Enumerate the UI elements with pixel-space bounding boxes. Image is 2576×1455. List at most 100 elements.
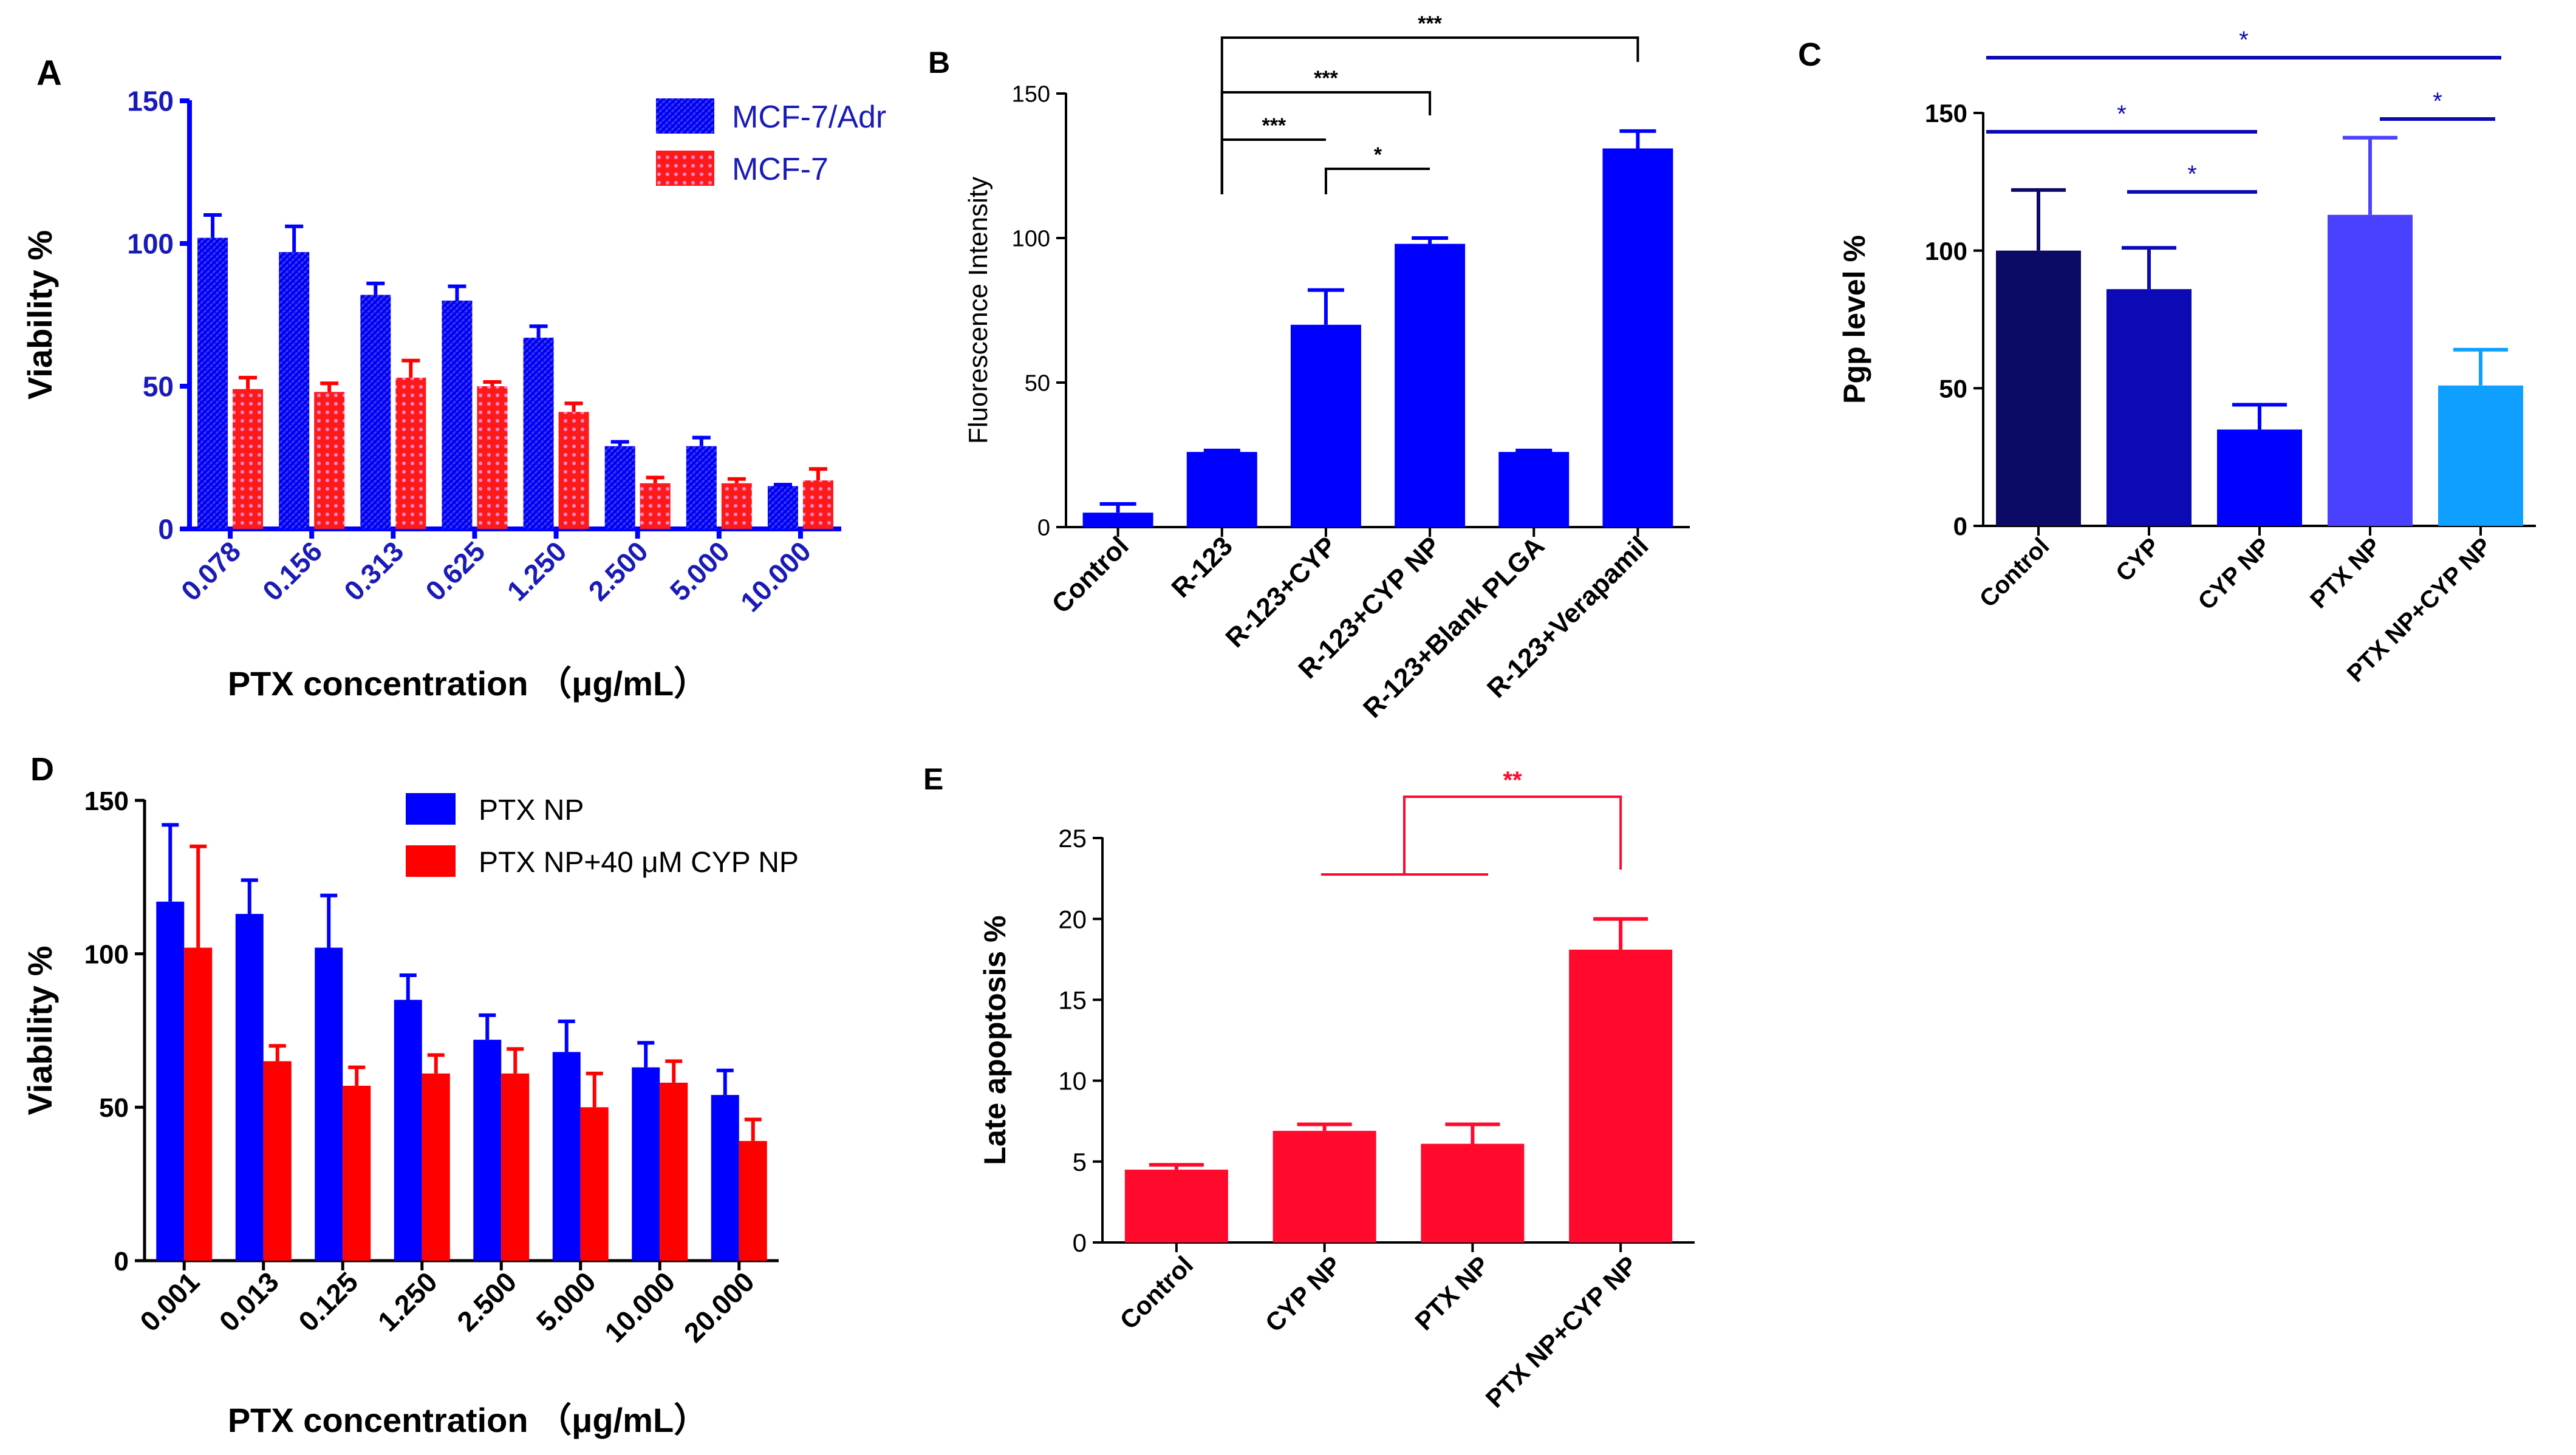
panel-d-letter: D — [30, 751, 54, 788]
panel-b-bar — [1395, 244, 1466, 527]
panel-c-x-tick-label: CYP NP — [2193, 533, 2275, 615]
panel-a-xlabel: PTX concentration （μg/mL） — [228, 664, 708, 703]
legend-swatch-mcf7 — [656, 151, 714, 186]
legend-label-mcf7adr: MCF-7/Adr — [732, 100, 886, 135]
legend-swatch-mcf7adr — [656, 98, 714, 134]
panel-d-y-tick-label: 0 — [114, 1247, 129, 1276]
panel-d-bar — [660, 1082, 688, 1261]
panel-c-sig-line-label: * — [2187, 161, 2197, 188]
panel-a-x-tick-label: 0.156 — [256, 535, 328, 607]
panel-a-x-tick-label: 0.313 — [338, 535, 409, 607]
panel-a-x-tick-label: 0.078 — [175, 535, 247, 607]
panel-e-x-tick-label: Control — [1114, 1250, 1198, 1335]
panel-a-bar — [279, 252, 310, 529]
panel-d-bar — [739, 1140, 767, 1261]
panel-a-bar — [640, 483, 671, 529]
panel-a: A MCF-7/Adr MCF-7 PTX concentration （μg/… — [21, 53, 886, 703]
panel-a-y-tick-label: 0 — [158, 514, 174, 545]
panel-d-bar — [235, 913, 264, 1261]
panel-c-bar — [1996, 250, 2081, 526]
panel-d-legend: PTX NP PTX NP+40 μM CYP NP — [406, 793, 799, 879]
panel-b-sig-bracket-label: *** — [1262, 114, 1286, 137]
panel-b-y-tick-label: 150 — [1012, 82, 1050, 107]
legend-swatch-ptxnp — [406, 793, 456, 825]
panel-a-bar — [314, 392, 345, 529]
panel-d-bar — [632, 1067, 660, 1261]
panel-a-bar — [360, 295, 391, 529]
panel-d-bar — [263, 1061, 292, 1261]
panel-c-y-tick-label: 50 — [1939, 374, 1967, 403]
panel-a-y-tick-label: 100 — [127, 228, 174, 260]
panel-e-bar — [1273, 1131, 1376, 1242]
panel-b-y-tick-label: 100 — [1012, 227, 1050, 252]
panel-a-legend: MCF-7/Adr MCF-7 — [656, 98, 886, 187]
panel-c-y-tick-label: 150 — [1925, 99, 1967, 128]
panel-c-sig-line-label: * — [2239, 27, 2249, 53]
panel-b-x-tick-label: R-123 — [1166, 531, 1238, 603]
panel-d-y-tick-label: 100 — [84, 940, 129, 970]
panel-d-bar — [156, 901, 185, 1261]
panel-d-x-tick-label: 0.125 — [292, 1266, 364, 1337]
panel-e: E 0 5 10 15 20 25 Late apoptosis % Control CYP N… — [923, 762, 1695, 1413]
panel-d-bar — [184, 947, 213, 1261]
panel-b-bar — [1186, 452, 1257, 527]
panel-c: C 0 50 100 150 Pgp level % Control CYP CYP NP PT… — [1798, 27, 2536, 687]
panel-e-bar — [1421, 1143, 1525, 1242]
panel-b-x-tick-label: Control — [1046, 531, 1134, 619]
panel-d-xlabel: PTX concentration （μg/mL） — [228, 1401, 708, 1439]
panel-d-bar — [343, 1085, 371, 1261]
legend-label-ptxnp-cypnp: PTX NP+40 μM CYP NP — [479, 847, 799, 879]
panel-e-letter: E — [923, 762, 943, 796]
panel-d-bar — [394, 1000, 422, 1261]
panel-c-sig-line-label: * — [2433, 88, 2442, 115]
panel-c-bar — [2438, 385, 2523, 526]
panel-b-sig-bracket — [1220, 138, 1326, 194]
panel-c-bar — [2328, 214, 2413, 526]
panel-e-x-tick-label: CYP NP — [1260, 1250, 1347, 1337]
panel-d-bar — [501, 1073, 530, 1261]
legend-swatch-ptxnp-cypnp — [406, 845, 456, 877]
legend-label-ptxnp: PTX NP — [479, 794, 584, 826]
panel-b-bar — [1498, 452, 1570, 527]
panel-d-y-tick-label: 150 — [84, 786, 129, 816]
legend-label-mcf7: MCF-7 — [732, 152, 828, 187]
panel-e-y-tick-label: 25 — [1058, 824, 1087, 853]
panel-c-sig-line-label: * — [2117, 101, 2127, 128]
panel-c-y-label: Pgp level % — [1837, 235, 1871, 404]
panel-e-y-tick-label: 20 — [1058, 905, 1087, 933]
panel-a-y-label: Viability % — [21, 230, 59, 400]
panel-d-bar — [422, 1073, 450, 1261]
panel-d-bar — [473, 1040, 502, 1261]
panel-d-x-tick-label: 0.013 — [213, 1266, 285, 1337]
panel-a-x-tick-label: 2.500 — [583, 535, 654, 607]
panel-d-x-tick-label: 20.000 — [678, 1266, 760, 1348]
panel-d-x-tick-label: 0.001 — [134, 1266, 205, 1337]
panel-e-x-tick-label: PTX NP+CYP NP — [1480, 1250, 1643, 1413]
panel-b: B 0 50 100 150 Fluorescence Intensity Control… — [928, 12, 1690, 724]
panel-b-bar — [1082, 513, 1153, 527]
panel-e-sig-bracket-label: ** — [1503, 767, 1522, 794]
panel-d-bar — [711, 1095, 739, 1261]
panel-b-x-tick-label: R-123+Blank PLGA — [1358, 531, 1550, 723]
panel-a-x-tick-label: 5.000 — [664, 535, 736, 607]
panel-a-bar — [558, 412, 589, 529]
panel-a-letter: A — [36, 53, 62, 93]
panel-a-x-tick-label: 1.250 — [501, 535, 572, 607]
panel-b-sig-bracket — [1324, 168, 1430, 194]
panel-c-y-tick-label: 0 — [1953, 512, 1967, 540]
panel-e-y-tick-label: 0 — [1073, 1228, 1087, 1257]
panel-d-x-tick-label: 5.000 — [530, 1266, 602, 1337]
panel-e-y-tick-label: 5 — [1073, 1148, 1087, 1176]
panel-e-bar — [1569, 949, 1673, 1242]
panel-c-letter: C — [1798, 36, 1822, 73]
panel-b-y-tick-label: 0 — [1037, 516, 1050, 541]
panel-a-bar — [442, 301, 473, 529]
panel-d-y-label: Viability % — [21, 946, 59, 1115]
panel-c-x-tick-label: PTX NP — [2305, 533, 2386, 613]
panel-b-letter: B — [928, 46, 950, 80]
panel-c-x-tick-label: CYP — [2111, 533, 2165, 587]
panel-d-x-tick-label: 10.000 — [598, 1266, 681, 1348]
panel-d-x-tick-label: 2.500 — [451, 1266, 522, 1337]
panel-b-sig-bracket — [1220, 36, 1639, 194]
